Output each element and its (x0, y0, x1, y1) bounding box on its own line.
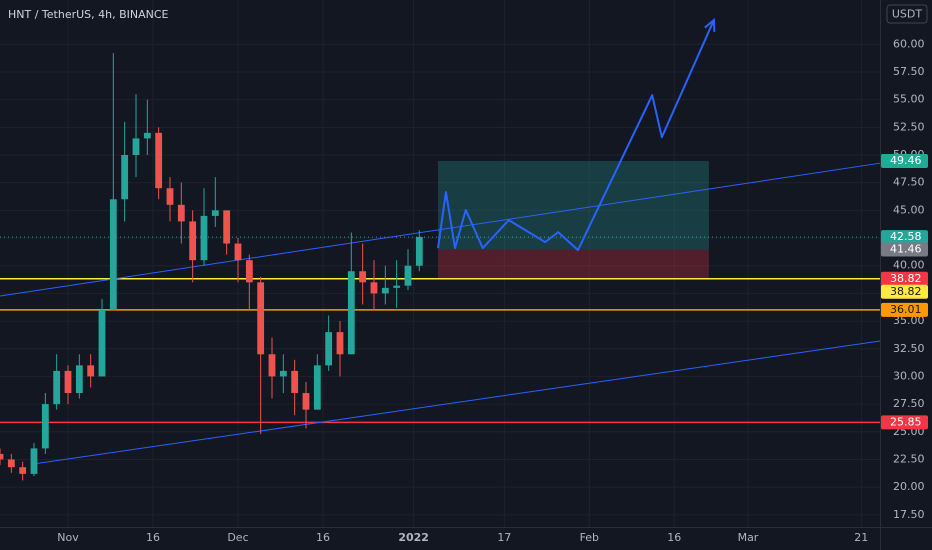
y-tick-label: 22.50 (893, 452, 925, 465)
y-tick-label: 55.00 (893, 93, 925, 106)
x-tick-label: Mar (738, 531, 759, 544)
candle-body (234, 243, 242, 261)
candle-body (53, 370, 61, 405)
price-label-bg (881, 242, 928, 257)
candle-body (279, 370, 287, 377)
candle-body (109, 199, 117, 310)
price-label: 25.85 (890, 415, 922, 428)
y-tick-label: 35.00 (893, 314, 925, 327)
candle-body (7, 459, 15, 468)
candle-body (336, 332, 344, 355)
trendline (33, 340, 881, 465)
candle-body (359, 271, 367, 283)
price-label: 36.01 (890, 303, 922, 316)
price-label-bg (881, 302, 928, 317)
candle-body (404, 265, 412, 286)
candle-body (223, 210, 231, 244)
price-label: 42.58 (890, 230, 922, 243)
candle-body (166, 188, 174, 205)
y-tick-label: 17.50 (893, 508, 925, 521)
y-tick-label: 32.50 (893, 342, 925, 355)
y-tick-label: 20.00 (893, 480, 925, 493)
x-tick-label: 16 (146, 531, 160, 544)
y-tick-label: 57.50 (893, 65, 925, 78)
candle-body (415, 236, 423, 266)
candle-body (121, 155, 129, 200)
candle-body (143, 132, 151, 139)
candle-body (155, 132, 163, 189)
x-tick-label: 16 (667, 531, 681, 544)
candle-body (313, 365, 321, 410)
candle-body (41, 404, 49, 449)
candle-body (347, 271, 355, 355)
candle-body (30, 448, 38, 474)
y-tick-label: 47.50 (893, 176, 925, 189)
candle-body (257, 282, 265, 355)
loss-zone (438, 249, 709, 279)
candle-body (381, 287, 389, 294)
x-tick-label: Nov (57, 531, 79, 544)
x-tick-label: 17 (497, 531, 511, 544)
price-label: 38.82 (890, 272, 922, 285)
x-tick-label: Feb (580, 531, 599, 544)
candle-body (268, 354, 276, 377)
candle-body (302, 393, 310, 410)
price-label-bg (881, 153, 928, 168)
y-tick-label: 30.00 (893, 369, 925, 382)
candle-body (98, 310, 106, 377)
y-tick-label: 27.50 (893, 397, 925, 410)
price-label: 41.46 (890, 243, 922, 256)
x-tick-label: 16 (316, 531, 330, 544)
projection-arrowhead (704, 17, 716, 32)
x-tick-label: 2022 (398, 531, 429, 544)
y-tick-label: 45.00 (893, 203, 925, 216)
price-label: 38.82 (890, 285, 922, 298)
y-tick-label: 52.50 (893, 120, 925, 133)
candle-body (64, 370, 72, 394)
candle-body (177, 204, 185, 222)
candle-body (325, 332, 333, 366)
projection-path (437, 19, 715, 252)
price-label-bg (881, 415, 928, 430)
candle-body (245, 260, 253, 283)
candle-body (200, 215, 208, 261)
candle-body (87, 365, 95, 377)
chart-title: HNT / TetherUS, 4h, BINANCE (8, 8, 169, 21)
candle-body (132, 138, 140, 155)
currency-box (886, 4, 928, 24)
currency-label: USDT (892, 8, 923, 21)
x-tick-label: Dec (227, 531, 248, 544)
price-label-bg (881, 284, 928, 299)
candle-body (211, 210, 219, 216)
candle-body (370, 282, 378, 294)
price-label: 49.46 (890, 154, 922, 167)
profit-zone (438, 160, 709, 250)
candle-body (189, 221, 197, 261)
x-tick-label: 21 (854, 531, 868, 544)
candle-body (291, 370, 299, 394)
y-tick-label: 40.00 (893, 259, 925, 272)
price-label-bg (881, 230, 928, 245)
candle-body (393, 285, 401, 288)
price-label-bg (881, 271, 928, 286)
y-tick-label: 60.00 (893, 37, 925, 50)
candle-body (0, 453, 4, 460)
candle-body (19, 467, 27, 474)
candle-body (75, 365, 83, 394)
